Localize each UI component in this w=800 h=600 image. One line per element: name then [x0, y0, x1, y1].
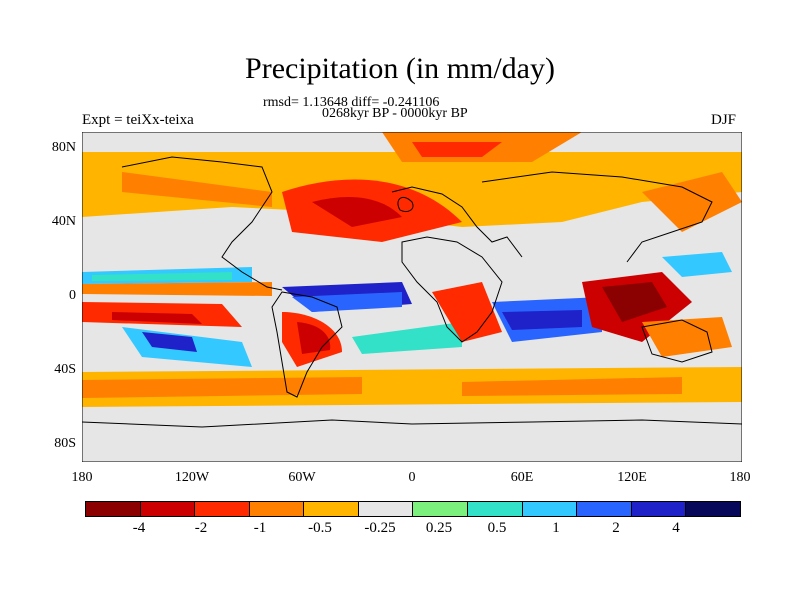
colorbar-swatch — [86, 502, 141, 516]
x-tick-label: 180 — [729, 470, 751, 485]
x-tick-label: 180 — [71, 470, 93, 485]
stats-text: rmsd= 1.13648 diff= -0.241106 — [263, 95, 440, 110]
colorbar-swatch — [468, 502, 523, 516]
x-tick-label: 60E — [510, 470, 534, 485]
colorbar-swatch — [686, 502, 740, 516]
precipitation-map — [82, 132, 742, 462]
y-tick-label: 40S — [54, 362, 76, 377]
colorbar-label: 4 — [672, 520, 680, 536]
colorbar-swatch — [577, 502, 632, 516]
x-tick-label: 0 — [408, 470, 416, 485]
colorbar-swatch — [413, 502, 469, 516]
y-tick-label: 40N — [51, 214, 76, 229]
colorbar-label: 2 — [612, 520, 620, 536]
colorbar-label: -0.5 — [308, 520, 332, 536]
colorbar-label: -0.25 — [364, 520, 396, 536]
x-tick-label: 120E — [617, 470, 647, 485]
colorbar-swatch — [358, 502, 414, 516]
colorbar-label: -1 — [253, 520, 267, 536]
y-tick-label: 0 — [69, 288, 76, 303]
colorbar-label: 0.25 — [425, 520, 453, 536]
colorbar-label: -2 — [194, 520, 208, 536]
colorbar-swatch — [249, 502, 305, 516]
plot-title: Precipitation (in mm/day) — [245, 52, 555, 85]
season-label: DJF — [711, 112, 737, 128]
colorbar-label: 0.5 — [487, 520, 507, 536]
colorbar-label: -4 — [132, 520, 146, 536]
colorbar-swatch — [631, 502, 687, 516]
y-tick-label: 80S — [54, 436, 76, 451]
colorbar — [85, 501, 741, 517]
x-tick-label: 60W — [288, 470, 316, 485]
colorbar-swatch — [195, 502, 250, 516]
map-canvas — [82, 132, 742, 462]
period-text: 0268kyr BP - 0000kyr BP — [322, 106, 468, 121]
x-tick-label: 120W — [174, 470, 210, 485]
y-tick-label: 80N — [51, 140, 76, 155]
experiment-label: Expt = teiXx-teixa — [82, 112, 194, 128]
colorbar-swatch — [522, 502, 578, 516]
colorbar-label: 1 — [552, 520, 560, 536]
colorbar-swatch — [140, 502, 196, 516]
colorbar-swatch — [304, 502, 359, 516]
